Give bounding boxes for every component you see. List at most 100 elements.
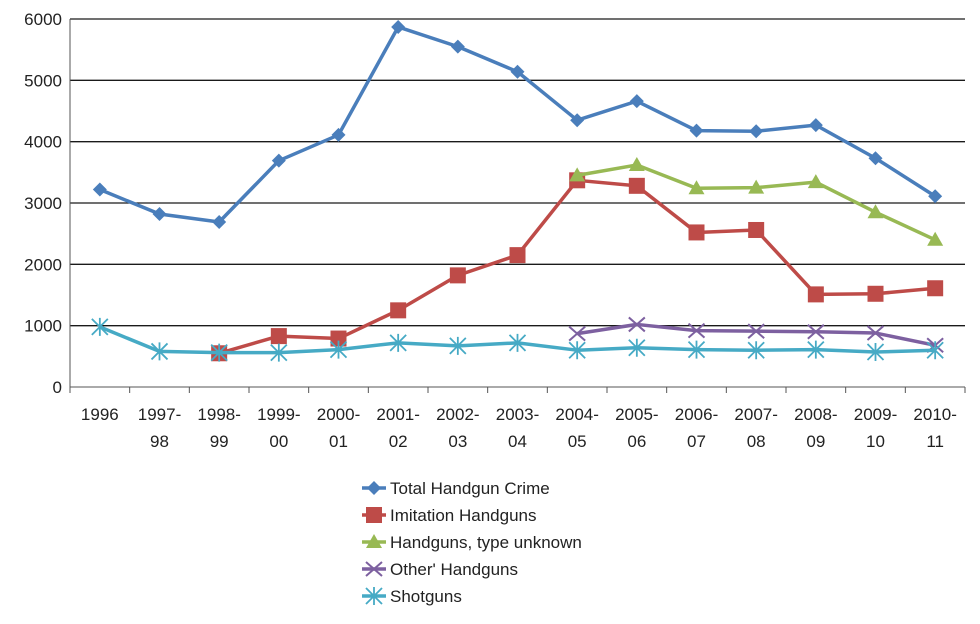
data-point [807,286,824,303]
marker-shape [747,341,765,360]
data-point [449,267,466,284]
marker-shape [687,340,706,359]
marker-shape [568,341,586,360]
legend-marker [366,507,382,523]
marker-shape [210,343,228,362]
x-tick-label: 04 [508,432,527,451]
data-point [927,231,944,246]
gridlines [70,18,965,327]
data-point [509,247,526,264]
legend-label: Shotguns [390,587,462,606]
data-point [868,151,883,166]
data-point [150,342,169,361]
data-point [688,180,705,195]
data-point [449,336,467,355]
legend-item: Total Handgun Crime [362,479,550,498]
data-point [926,341,944,360]
marker-shape [749,124,764,139]
data-point [270,328,287,345]
legend-item: Handguns, type unknown [362,533,582,552]
marker-shape [807,174,824,189]
y-tick-label: 4000 [24,133,62,152]
marker-shape [807,324,825,340]
legend-label: Handguns, type unknown [390,533,582,552]
x-tick-label: 1999- [257,405,300,424]
marker-shape [508,333,527,352]
data-point [331,127,346,142]
marker-shape [330,330,347,347]
data-point [390,302,407,319]
marker-shape [150,342,169,361]
marker-shape [331,127,346,142]
x-tick-label: 2001- [376,405,419,424]
data-point [92,182,107,197]
y-tick-label: 5000 [24,71,62,90]
data-point [568,341,586,360]
data-point [389,333,407,352]
legend-marker [365,561,383,577]
marker-shape [628,338,646,357]
marker-shape [628,156,645,171]
data-point [867,204,884,219]
series-lines [91,19,944,362]
marker-shape [928,189,943,204]
x-tick-label: 08 [747,432,766,451]
marker-shape [568,325,586,342]
data-point [689,123,704,138]
x-tick-label: 99 [210,432,229,451]
data-point [927,280,944,297]
series-total-handgun-crime [92,19,943,230]
data-point [628,338,646,357]
data-point [91,317,109,336]
data-point [569,167,586,182]
y-tick-label: 1000 [24,317,62,336]
x-tick-label: 98 [150,432,169,451]
marker-shape [212,215,227,230]
data-point [687,340,706,359]
data-point [330,330,347,347]
data-point [450,39,465,54]
marker-shape [808,118,823,133]
x-tick-label: 03 [448,432,467,451]
legend-item: Imitation Handguns [362,506,536,525]
marker-shape [866,325,885,341]
legend-marker [367,481,381,495]
x-tick-label: 05 [568,432,587,451]
marker-shape [367,481,381,495]
marker-shape [927,231,944,246]
marker-shape [747,323,765,339]
x-tick-label: 1998- [197,405,240,424]
x-tick-label: 2005- [615,405,658,424]
data-point [152,207,167,222]
marker-shape [449,336,467,355]
x-tick-label: 2008- [794,405,837,424]
legend-label: Total Handgun Crime [390,479,550,498]
x-tick-label: 2004- [555,405,598,424]
series-line [218,178,936,355]
marker-shape [569,167,586,182]
marker-shape [389,333,407,352]
marker-shape [807,340,825,359]
data-point [568,325,586,342]
data-point [210,343,228,362]
marker-shape [152,207,167,222]
data-point [508,333,527,352]
marker-shape [688,224,705,241]
legend-item: Shotguns [362,587,462,606]
marker-shape [867,204,884,219]
data-point [628,156,645,171]
series-handguns-type-unknown [569,156,944,246]
legend-label: Imitation Handguns [390,506,536,525]
data-point [570,113,585,128]
y-tick-label: 6000 [24,10,62,29]
data-point [747,323,765,339]
marker-shape [628,316,646,333]
marker-shape [270,343,288,362]
x-tick-label: 2003- [496,405,539,424]
marker-shape [927,280,944,297]
data-point [391,19,406,34]
marker-shape [510,64,525,79]
data-point [808,118,823,133]
x-tick-label: 2010- [913,405,956,424]
data-point [687,322,706,339]
